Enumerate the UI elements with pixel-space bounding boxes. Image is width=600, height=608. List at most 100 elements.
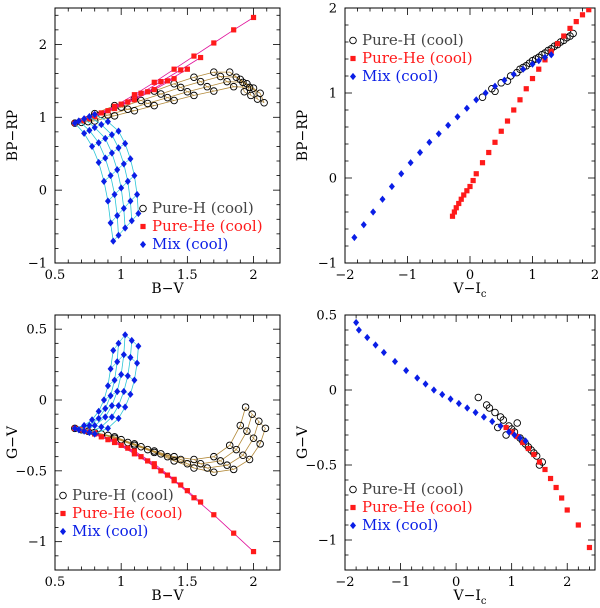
data-point: [216, 457, 225, 465]
data-point: [81, 115, 88, 123]
grid-line: [193, 459, 214, 473]
data-point: [118, 101, 124, 107]
data-point: [86, 112, 93, 121]
data-point: [535, 57, 542, 65]
data-point: [210, 468, 218, 477]
data-point: [548, 51, 555, 59]
grid-line: [240, 425, 261, 445]
data-point: [554, 41, 561, 47]
data-point: [547, 475, 554, 482]
data-point: [239, 78, 247, 87]
data-point: [496, 413, 505, 421]
y-tick-label: 0.5: [26, 323, 47, 338]
legend-entry: Pure-He (cool): [362, 49, 473, 67]
data-point: [250, 14, 257, 21]
data-point: [529, 60, 536, 68]
data-point: [210, 87, 218, 95]
data-point: [95, 158, 102, 167]
data-point: [467, 183, 473, 190]
data-point: [151, 79, 157, 85]
data-point: [478, 93, 487, 101]
data-point: [197, 499, 204, 505]
panel-tl: 0.5 1 1.5 2 −1 0 1 2 B−V BP−RP Pure-H (cool)Pure-H…: [5, 7, 281, 297]
data-point: [114, 387, 121, 396]
data-point: [91, 421, 98, 430]
track-line: [89, 340, 133, 433]
x-tick-label: −2: [335, 575, 354, 590]
x-tick-label: −1: [398, 268, 417, 283]
data-point: [497, 422, 504, 430]
x-tick-label: −1: [391, 575, 410, 590]
data-point: [229, 465, 238, 474]
data-point: [480, 413, 487, 421]
data-point: [108, 131, 115, 139]
data-point: [511, 107, 517, 113]
data-point: [435, 130, 442, 138]
data-point: [131, 451, 138, 457]
data-point: [398, 170, 405, 178]
data-point: [196, 77, 205, 86]
grid-line: [193, 76, 214, 92]
data-point: [115, 231, 122, 239]
data-point: [248, 410, 256, 418]
x-axis-label: B−V: [151, 588, 184, 604]
x-tick-label: 1: [508, 575, 516, 590]
plot-area: [353, 318, 593, 551]
data-point: [158, 78, 164, 85]
data-point: [86, 126, 93, 134]
data-point: [392, 357, 398, 366]
data-point: [104, 118, 111, 126]
grid-line: [154, 78, 175, 83]
data-point: [91, 110, 98, 118]
data-point: [553, 484, 559, 491]
legend-entry: Pure-H (cool): [152, 199, 254, 217]
plot-area: [71, 331, 270, 555]
data-point: [529, 75, 536, 82]
track-line: [78, 120, 119, 236]
data-point: [523, 86, 529, 92]
data-point: [151, 87, 157, 93]
data-point: [81, 421, 88, 430]
grid-line: [154, 466, 175, 480]
grid-line: [245, 406, 266, 429]
data-point: [131, 92, 138, 98]
data-point: [197, 54, 204, 61]
data-point: [231, 530, 237, 536]
data-point: [536, 66, 542, 72]
data-point: [223, 77, 231, 86]
data-point: [131, 171, 138, 180]
data-point: [190, 91, 198, 100]
data-point: [131, 448, 138, 454]
data-point: [131, 97, 138, 103]
data-point: [98, 434, 104, 440]
data-point: [231, 27, 237, 33]
legend-marker: [349, 36, 357, 45]
data-point: [492, 82, 498, 90]
data-point: [542, 466, 548, 473]
data-point: [510, 70, 517, 78]
x-tick-label: 2: [591, 268, 599, 283]
legend-entry: Mix (cool): [362, 67, 438, 85]
grid-line: [244, 91, 265, 103]
y-tick-label: 2: [329, 2, 337, 17]
x-tick-label: 1: [117, 268, 125, 283]
y-tick-label: 0: [39, 184, 47, 199]
track-line: [74, 122, 114, 242]
legend-marker: [140, 223, 146, 230]
data-point: [211, 512, 217, 518]
data-point: [100, 396, 107, 404]
data-point: [250, 548, 257, 555]
data-point: [108, 149, 115, 157]
data-point: [171, 476, 177, 482]
y-axis-label: G−V: [5, 425, 21, 459]
data-point: [178, 482, 184, 488]
data-point: [183, 88, 192, 96]
data-point: [86, 428, 93, 437]
data-point: [203, 464, 211, 472]
data-point: [124, 177, 131, 185]
data-point: [445, 121, 452, 129]
data-point: [566, 32, 574, 40]
data-point: [143, 445, 152, 454]
data-point: [115, 144, 122, 152]
data-point: [241, 403, 250, 411]
